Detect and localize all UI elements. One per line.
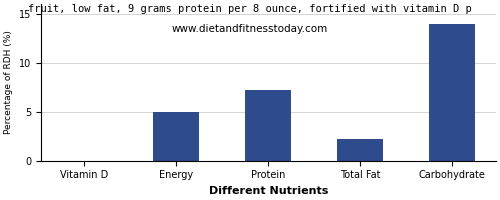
Bar [246, 90, 292, 161]
Bar [338, 139, 383, 161]
Y-axis label: Percentage of RDH (%): Percentage of RDH (%) [4, 30, 13, 134]
Bar [154, 112, 200, 161]
Bar [429, 24, 475, 161]
Text: fruit, low fat, 9 grams protein per 8 ounce, fortified with vitamin D p: fruit, low fat, 9 grams protein per 8 ou… [28, 4, 472, 14]
Text: www.dietandfitnesstoday.com: www.dietandfitnesstoday.com [172, 24, 328, 34]
X-axis label: Different Nutrients: Different Nutrients [208, 186, 328, 196]
